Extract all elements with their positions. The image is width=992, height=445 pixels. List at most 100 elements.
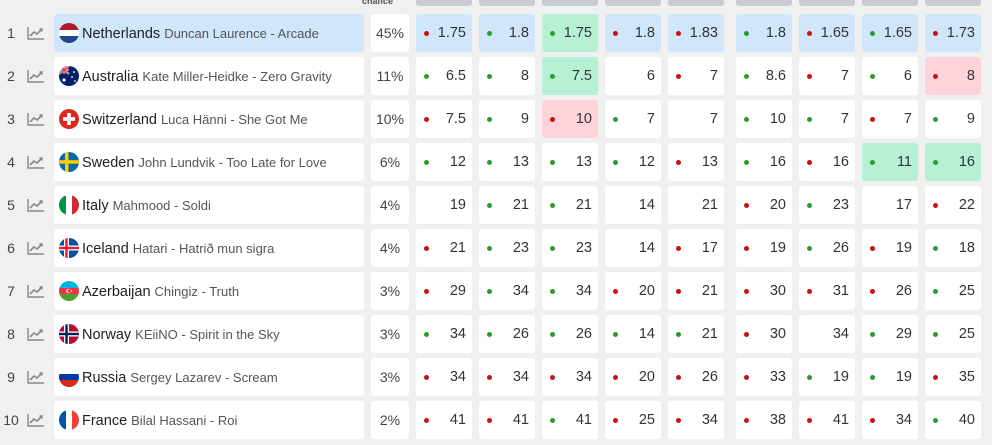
odds-cell[interactable]: 26 — [799, 229, 855, 267]
odds-cell[interactable]: 34 — [479, 358, 535, 396]
odds-cell[interactable]: 19 — [799, 358, 855, 396]
odds-cell[interactable]: 35 — [925, 358, 981, 396]
odds-cell[interactable]: 7.5 — [542, 57, 598, 95]
bookmaker-column-header[interactable] — [542, 0, 598, 6]
bookmaker-column-header[interactable] — [479, 0, 535, 6]
odds-cell[interactable]: 21 — [416, 229, 472, 267]
odds-cell[interactable]: 13 — [479, 143, 535, 181]
odds-cell[interactable]: 21 — [668, 186, 724, 224]
country-cell[interactable]: Netherlands Duncan Laurence - Arcade — [54, 14, 364, 52]
country-cell[interactable]: Italy Mahmood - Soldi — [54, 186, 364, 224]
odds-cell[interactable]: 6 — [605, 57, 661, 95]
bookmaker-column-header[interactable] — [862, 0, 918, 6]
odds-cell[interactable]: 21 — [668, 272, 724, 310]
odds-cell[interactable]: 8.6 — [736, 57, 792, 95]
odds-cell[interactable]: 25 — [925, 272, 981, 310]
odds-cell[interactable]: 33 — [736, 358, 792, 396]
trend-chart-icon[interactable] — [26, 25, 46, 41]
odds-cell[interactable]: 38 — [736, 401, 792, 439]
odds-cell[interactable]: 1.75 — [542, 14, 598, 52]
odds-cell[interactable]: 12 — [605, 143, 661, 181]
odds-cell[interactable]: 34 — [416, 315, 472, 353]
odds-cell[interactable]: 9 — [479, 100, 535, 138]
trend-chart-icon[interactable] — [26, 326, 46, 342]
bookmaker-column-header[interactable] — [416, 0, 472, 6]
odds-cell[interactable]: 16 — [799, 143, 855, 181]
odds-cell[interactable]: 41 — [799, 401, 855, 439]
odds-cell[interactable]: 41 — [542, 401, 598, 439]
odds-cell[interactable]: 21 — [542, 186, 598, 224]
odds-cell[interactable]: 19 — [736, 229, 792, 267]
odds-cell[interactable]: 7 — [799, 100, 855, 138]
odds-cell[interactable]: 26 — [862, 272, 918, 310]
odds-cell[interactable]: 25 — [605, 401, 661, 439]
odds-cell[interactable]: 17 — [668, 229, 724, 267]
odds-cell[interactable]: 34 — [542, 272, 598, 310]
odds-cell[interactable]: 7 — [862, 100, 918, 138]
odds-cell[interactable]: 9 — [925, 100, 981, 138]
country-cell[interactable]: Russia Sergey Lazarev - Scream — [54, 358, 364, 396]
odds-cell[interactable]: 19 — [862, 358, 918, 396]
odds-cell[interactable]: 14 — [605, 315, 661, 353]
odds-cell[interactable]: 1.8 — [605, 14, 661, 52]
country-cell[interactable]: Switzerland Luca Hänni - She Got Me — [54, 100, 364, 138]
odds-cell[interactable]: 30 — [736, 272, 792, 310]
trend-chart-icon[interactable] — [26, 369, 46, 385]
odds-cell[interactable]: 16 — [736, 143, 792, 181]
trend-chart-icon[interactable] — [26, 412, 46, 428]
odds-cell[interactable]: 26 — [668, 358, 724, 396]
odds-cell[interactable]: 29 — [416, 272, 472, 310]
odds-cell[interactable]: 1.8 — [479, 14, 535, 52]
odds-cell[interactable]: 20 — [605, 358, 661, 396]
odds-cell[interactable]: 31 — [799, 272, 855, 310]
country-cell[interactable]: Iceland Hatari - Hatrið mun sigra — [54, 229, 364, 267]
odds-cell[interactable]: 34 — [542, 358, 598, 396]
odds-cell[interactable]: 40 — [925, 401, 981, 439]
odds-cell[interactable]: 14 — [605, 229, 661, 267]
odds-cell[interactable]: 34 — [416, 358, 472, 396]
country-cell[interactable]: Azerbaijan Chingiz - Truth — [54, 272, 364, 310]
odds-cell[interactable]: 10 — [736, 100, 792, 138]
odds-cell[interactable]: 11 — [862, 143, 918, 181]
odds-cell[interactable]: 21 — [479, 186, 535, 224]
odds-cell[interactable]: 20 — [605, 272, 661, 310]
odds-cell[interactable]: 30 — [736, 315, 792, 353]
odds-cell[interactable]: 25 — [925, 315, 981, 353]
odds-cell[interactable]: 34 — [862, 401, 918, 439]
trend-chart-icon[interactable] — [26, 283, 46, 299]
odds-cell[interactable]: 8 — [479, 57, 535, 95]
odds-cell[interactable]: 8 — [925, 57, 981, 95]
odds-cell[interactable]: 1.65 — [862, 14, 918, 52]
odds-cell[interactable]: 23 — [479, 229, 535, 267]
odds-cell[interactable]: 29 — [862, 315, 918, 353]
trend-chart-icon[interactable] — [26, 240, 46, 256]
odds-cell[interactable]: 1.75 — [416, 14, 472, 52]
odds-cell[interactable]: 26 — [542, 315, 598, 353]
country-cell[interactable]: Australia Kate Miller-Heidke - Zero Gravi… — [54, 57, 364, 95]
odds-cell[interactable]: 18 — [925, 229, 981, 267]
odds-cell[interactable]: 19 — [862, 229, 918, 267]
odds-cell[interactable]: 1.73 — [925, 14, 981, 52]
odds-cell[interactable]: 7.5 — [416, 100, 472, 138]
odds-cell[interactable]: 14 — [605, 186, 661, 224]
odds-cell[interactable]: 13 — [668, 143, 724, 181]
odds-cell[interactable]: 20 — [736, 186, 792, 224]
odds-cell[interactable]: 21 — [668, 315, 724, 353]
odds-cell[interactable]: 7 — [799, 57, 855, 95]
odds-cell[interactable]: 7 — [668, 57, 724, 95]
odds-cell[interactable]: 10 — [542, 100, 598, 138]
odds-cell[interactable]: 34 — [668, 401, 724, 439]
country-cell[interactable]: France Bilal Hassani - Roi — [54, 401, 364, 439]
odds-cell[interactable]: 26 — [479, 315, 535, 353]
bookmaker-column-header[interactable] — [736, 0, 792, 6]
country-cell[interactable]: Norway KEiiNO - Spirit in the Sky — [54, 315, 364, 353]
odds-cell[interactable]: 41 — [416, 401, 472, 439]
odds-cell[interactable]: 1.83 — [668, 14, 724, 52]
odds-cell[interactable]: 23 — [542, 229, 598, 267]
trend-chart-icon[interactable] — [26, 68, 46, 84]
odds-cell[interactable]: 34 — [479, 272, 535, 310]
odds-cell[interactable]: 23 — [799, 186, 855, 224]
bookmaker-column-header[interactable] — [799, 0, 855, 6]
odds-cell[interactable]: 13 — [542, 143, 598, 181]
odds-cell[interactable]: 1.8 — [736, 14, 792, 52]
